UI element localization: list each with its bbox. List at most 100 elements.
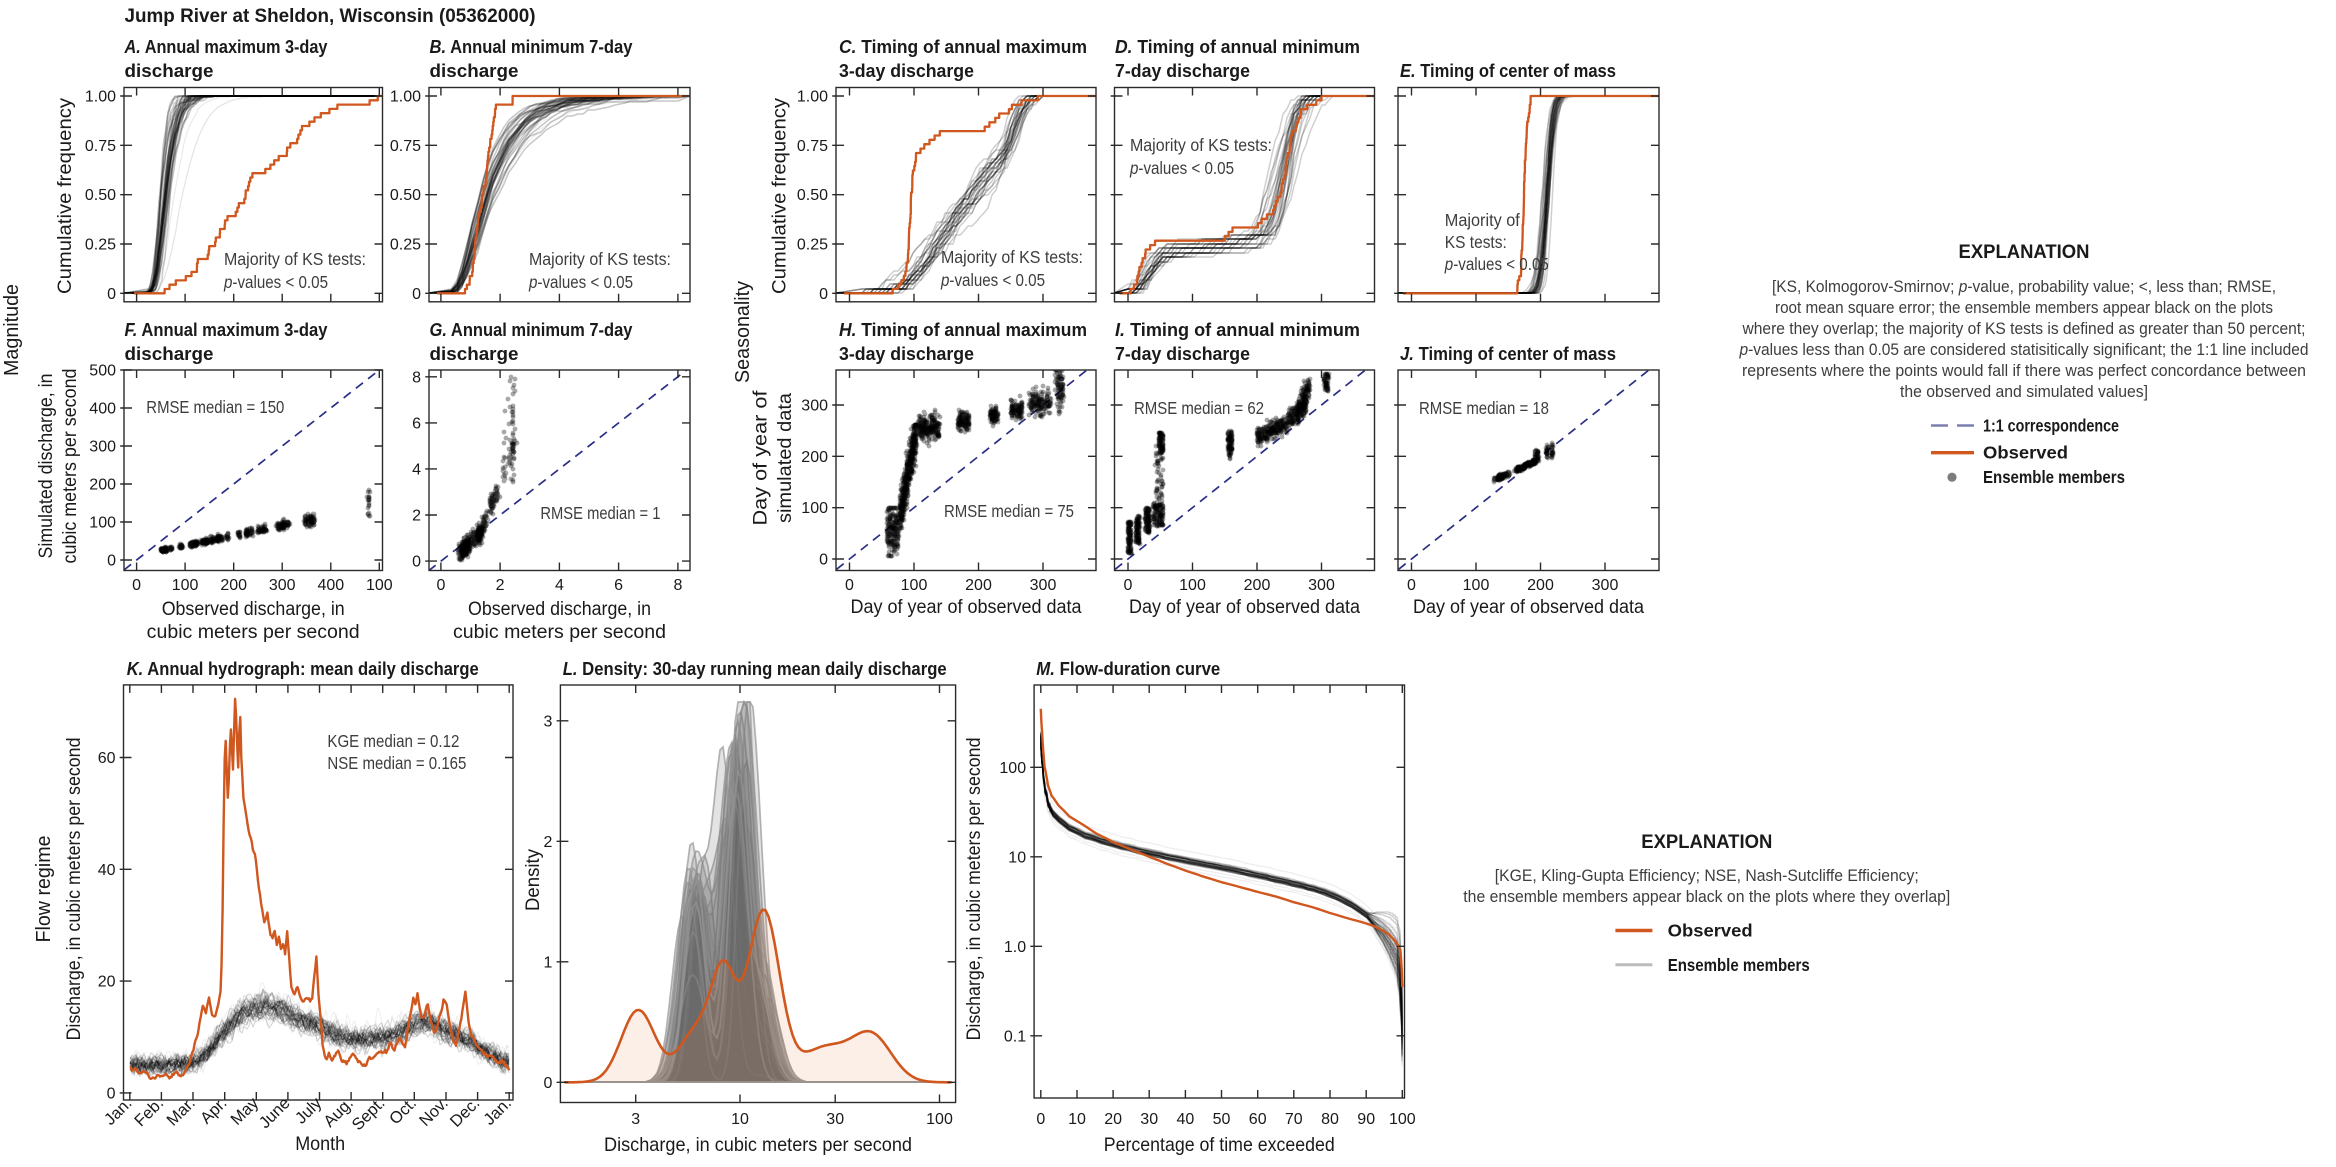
svg-text:0.25: 0.25 — [797, 237, 828, 254]
svg-text:300: 300 — [1592, 577, 1619, 594]
svg-text:Jump River at Sheldon, Wiscons: Jump River at Sheldon, Wisconsin (053620… — [125, 5, 536, 27]
svg-text:Observed discharge, in: Observed discharge, in — [468, 599, 651, 620]
svg-text:cubic meters per second: cubic meters per second — [453, 622, 666, 643]
svg-text:0: 0 — [543, 1075, 552, 1092]
svg-text:Ensemble members: Ensemble members — [1668, 955, 1810, 975]
svg-text:100: 100 — [172, 577, 199, 594]
svg-text:KGE median = 0.12: KGE median = 0.12 — [327, 731, 459, 751]
svg-text:100: 100 — [926, 1111, 953, 1128]
svg-text:80: 80 — [1321, 1111, 1339, 1128]
svg-text:8: 8 — [412, 369, 421, 386]
svg-text:B. Annual minimum 7-day: B. Annual minimum 7-day — [430, 36, 634, 57]
svg-text:Observed: Observed — [1983, 443, 2068, 463]
svg-text:0.75: 0.75 — [797, 138, 828, 155]
svg-text:H. Timing of annual maximum: H. Timing of annual maximum — [839, 319, 1087, 340]
svg-text:0: 0 — [845, 577, 854, 594]
svg-text:Cumulative frequency: Cumulative frequency — [55, 97, 76, 294]
svg-text:4: 4 — [412, 461, 421, 478]
svg-text:300: 300 — [801, 398, 828, 415]
svg-text:30: 30 — [1140, 1111, 1158, 1128]
svg-text:0: 0 — [1124, 577, 1133, 594]
svg-text:Majority of KS tests:: Majority of KS tests: — [529, 249, 671, 269]
svg-text:200: 200 — [1244, 577, 1271, 594]
svg-text:1:1 correspondence: 1:1 correspondence — [1983, 416, 2119, 436]
svg-text:400: 400 — [89, 401, 116, 418]
svg-text:300: 300 — [89, 439, 116, 456]
svg-text:3: 3 — [631, 1111, 640, 1128]
svg-text:100: 100 — [1463, 577, 1490, 594]
svg-text:100: 100 — [1389, 1111, 1416, 1128]
svg-text:Majority of KS tests:: Majority of KS tests: — [941, 247, 1083, 267]
svg-text:Discharge, in cubic meters per: Discharge, in cubic meters per second — [964, 738, 985, 1041]
svg-text:p-values < 0.05: p-values < 0.05 — [1444, 254, 1549, 274]
svg-text:400: 400 — [317, 577, 344, 594]
svg-text:EXPLANATION: EXPLANATION — [1641, 832, 1772, 853]
svg-text:30: 30 — [826, 1111, 844, 1128]
svg-text:3: 3 — [543, 713, 552, 730]
svg-text:the observed and simulated val: the observed and simulated values] — [1900, 382, 2148, 401]
svg-text:Majority of KS tests:: Majority of KS tests: — [224, 249, 366, 269]
svg-text:0.1: 0.1 — [1004, 1028, 1026, 1045]
svg-text:200: 200 — [801, 449, 828, 466]
svg-text:Month: Month — [295, 1134, 345, 1155]
svg-text:RMSE median = 18: RMSE median = 18 — [1419, 398, 1549, 418]
svg-text:discharge: discharge — [430, 343, 519, 364]
svg-text:0: 0 — [1036, 1111, 1045, 1128]
svg-text:Day of year of observed data: Day of year of observed data — [1413, 597, 1644, 618]
svg-text:40: 40 — [1177, 1111, 1195, 1128]
svg-text:0.25: 0.25 — [85, 237, 116, 254]
svg-text:represents where the points wo: represents where the points would fall i… — [1742, 361, 2306, 380]
svg-text:0.50: 0.50 — [797, 187, 828, 204]
svg-text:0: 0 — [107, 553, 116, 570]
svg-text:6: 6 — [614, 577, 623, 594]
svg-text:Ensemble members: Ensemble members — [1983, 467, 2125, 487]
svg-text:G. Annual minimum 7-day: G. Annual minimum 7-day — [430, 319, 634, 340]
svg-text:2: 2 — [543, 834, 552, 851]
svg-text:discharge: discharge — [125, 343, 214, 364]
svg-text:simulated data: simulated data — [775, 393, 796, 523]
svg-text:Day of year of observed data: Day of year of observed data — [851, 597, 1082, 618]
svg-text:10: 10 — [1008, 849, 1026, 866]
svg-text:p-values < 0.05: p-values < 0.05 — [1129, 158, 1234, 178]
svg-text:J. Timing of center of mass: J. Timing of center of mass — [1400, 343, 1616, 364]
svg-text:p-values < 0.05: p-values < 0.05 — [528, 272, 633, 292]
svg-text:100: 100 — [1179, 577, 1206, 594]
svg-text:RMSE median = 75: RMSE median = 75 — [944, 501, 1074, 521]
svg-text:L. Density: 30-day running mea: L. Density: 30-day running mean daily di… — [563, 658, 947, 679]
svg-text:1.00: 1.00 — [797, 89, 828, 106]
svg-text:7-day discharge: 7-day discharge — [1115, 343, 1250, 364]
svg-text:[KS, Kolmogorov-Smirnov; p-val: [KS, Kolmogorov-Smirnov; p-value, probab… — [1772, 277, 2276, 296]
svg-text:300: 300 — [1308, 577, 1335, 594]
svg-text:0: 0 — [1407, 577, 1416, 594]
svg-text:Cumulative frequency: Cumulative frequency — [770, 97, 791, 294]
svg-text:F. Annual maximum 3-day: F. Annual maximum 3-day — [125, 319, 329, 340]
svg-text:2: 2 — [496, 577, 505, 594]
svg-text:60: 60 — [98, 750, 116, 767]
svg-text:0: 0 — [436, 577, 445, 594]
svg-text:Percentage of time exceeded: Percentage of time exceeded — [1104, 1134, 1335, 1156]
svg-text:100: 100 — [366, 577, 393, 594]
svg-text:20: 20 — [98, 974, 116, 991]
svg-text:the ensemble members appear bl: the ensemble members appear black on the… — [1463, 887, 1950, 906]
svg-text:500: 500 — [89, 363, 116, 380]
svg-text:200: 200 — [89, 477, 116, 494]
svg-text:7-day discharge: 7-day discharge — [1115, 60, 1250, 81]
svg-text:20: 20 — [1104, 1111, 1122, 1128]
svg-text:0: 0 — [819, 552, 828, 569]
svg-text:discharge: discharge — [125, 60, 214, 81]
svg-text:cubic meters per second: cubic meters per second — [60, 369, 81, 564]
svg-text:0: 0 — [819, 286, 828, 303]
svg-text:EXPLANATION: EXPLANATION — [1959, 242, 2090, 263]
svg-text:60: 60 — [1249, 1111, 1267, 1128]
svg-text:Discharge, in cubic meters per: Discharge, in cubic meters per second — [604, 1134, 912, 1156]
svg-text:6: 6 — [412, 415, 421, 432]
svg-text:0.75: 0.75 — [390, 138, 421, 155]
svg-text:0.50: 0.50 — [85, 187, 116, 204]
svg-text:K. Annual hydrograph: mean dai: K. Annual hydrograph: mean daily dischar… — [127, 658, 479, 679]
svg-text:p-values less than 0.05 are co: p-values less than 0.05 are considered s… — [1739, 340, 2309, 359]
svg-text:Day of year of observed data: Day of year of observed data — [1129, 597, 1360, 618]
svg-text:Seasonality: Seasonality — [732, 281, 754, 383]
svg-text:1: 1 — [543, 954, 552, 971]
svg-text:where they overlap; the majori: where they overlap; the majority of KS t… — [1742, 319, 2306, 338]
svg-text:0: 0 — [132, 577, 141, 594]
